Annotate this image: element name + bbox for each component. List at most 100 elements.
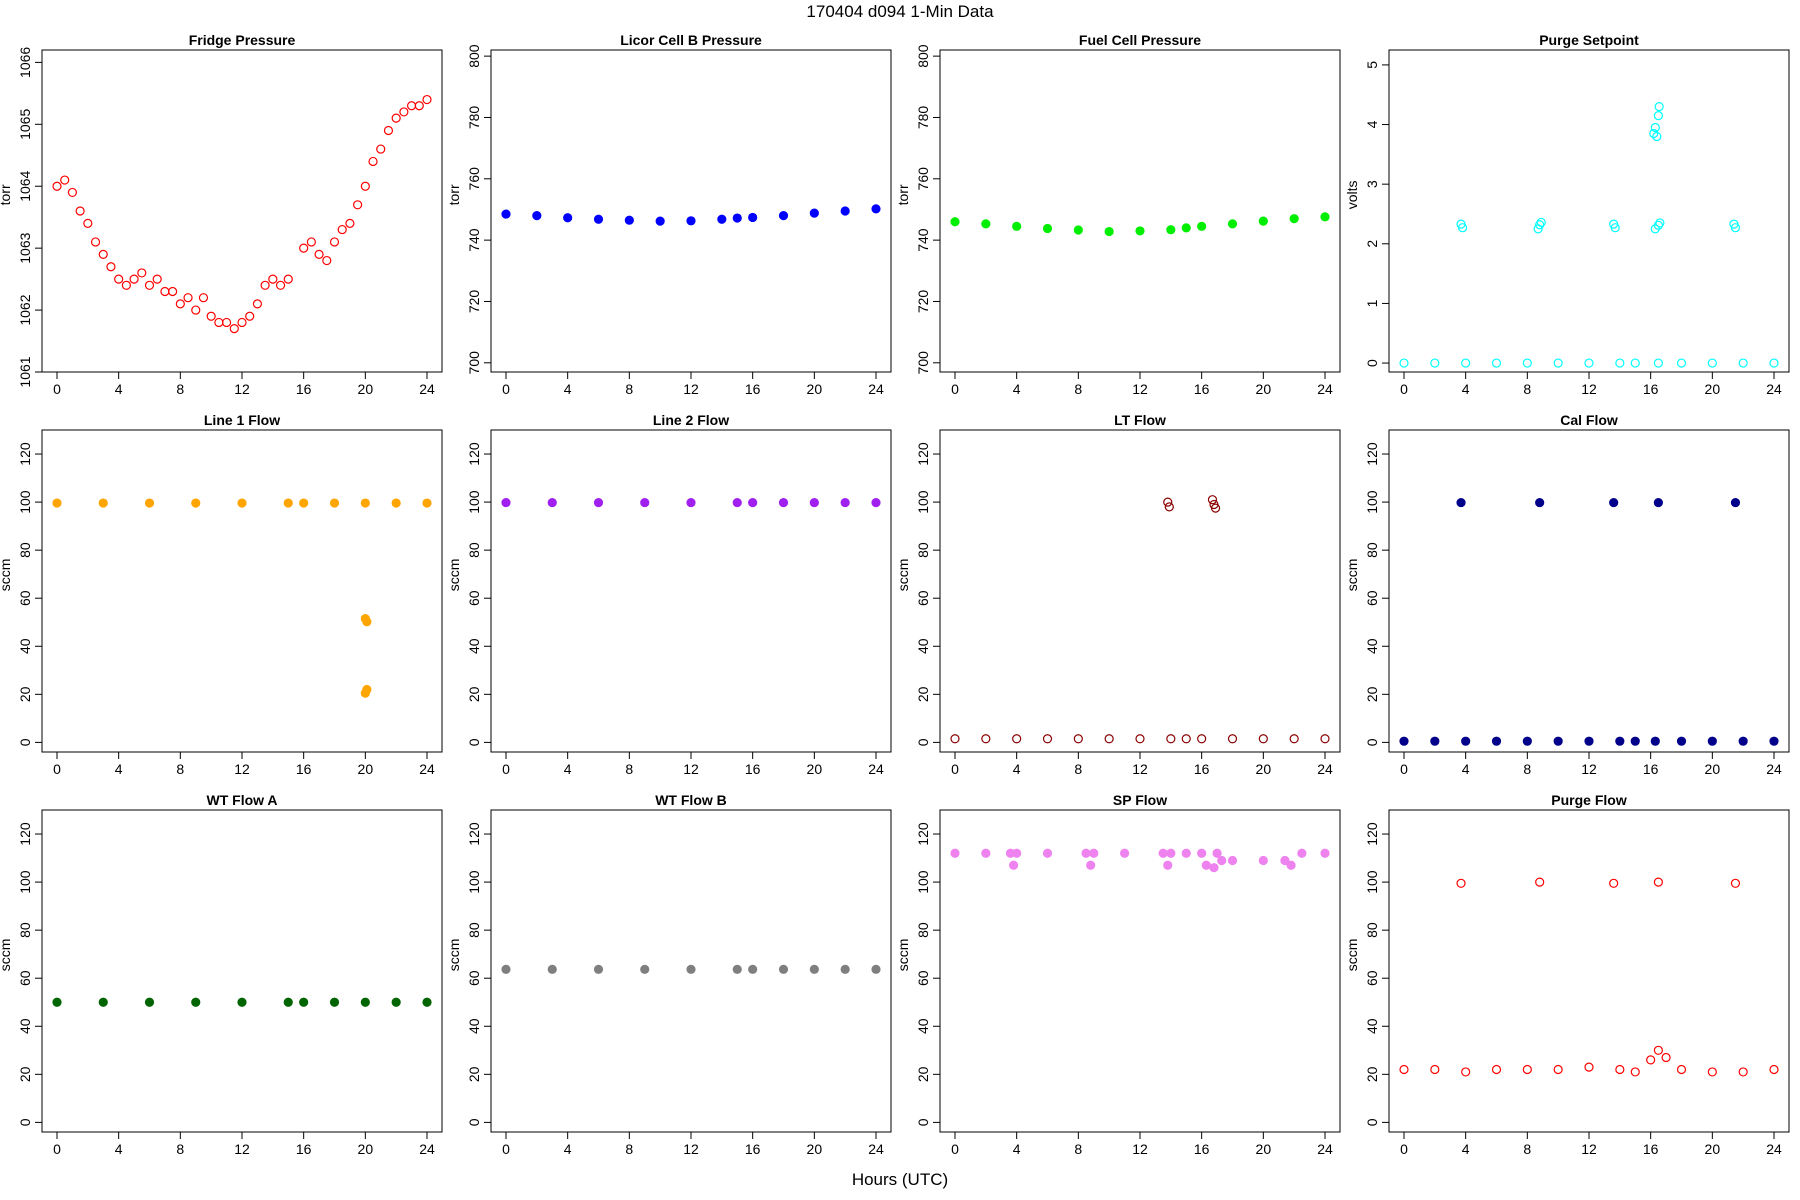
x-tick-label: 8 <box>1523 761 1531 777</box>
figure-x-axis-label: Hours (UTC) <box>851 1170 949 1189</box>
x-tick-label: 16 <box>1643 381 1659 397</box>
x-tick-label: 24 <box>868 1141 884 1157</box>
x-tick-label: 8 <box>1074 761 1082 777</box>
y-tick-label: 700 <box>915 351 931 375</box>
data-point <box>329 498 340 508</box>
data-point <box>1584 1062 1594 1072</box>
data-point <box>1738 1067 1748 1077</box>
x-tick-label: 12 <box>683 761 699 777</box>
plot-frame <box>1388 809 1790 1133</box>
data-point <box>1119 848 1130 858</box>
data-point <box>640 497 650 508</box>
data-point <box>52 498 62 508</box>
data-point <box>950 848 960 858</box>
chart-title: Purge Setpoint <box>1539 32 1639 48</box>
x-tick-label: 0 <box>1400 761 1408 777</box>
chart-panel-2: Fuel Cell Pressure 0 4 8 12 16 20 24 700 720 740 76… <box>895 32 1341 397</box>
plot-frame <box>41 49 443 373</box>
data-point <box>1630 1067 1640 1077</box>
y-tick-label: 760 <box>466 167 482 191</box>
x-tick-label: 12 <box>234 761 250 777</box>
data-point <box>809 964 819 974</box>
chart-title: Licor Cell B Pressure <box>620 32 762 48</box>
data-point <box>748 964 758 974</box>
x-tick-label: 4 <box>1462 381 1470 397</box>
data-point <box>1769 736 1779 746</box>
x-tick-label: 24 <box>419 1141 435 1157</box>
data-point <box>106 262 116 272</box>
data-point <box>114 274 124 284</box>
data-point <box>237 317 247 328</box>
data-point <box>1289 214 1299 224</box>
x-tick-label: 0 <box>53 381 61 397</box>
data-point <box>1320 212 1330 222</box>
x-tick-label: 12 <box>234 1141 250 1157</box>
data-point <box>345 218 355 228</box>
data-point <box>237 997 247 1007</box>
figure-title: 170404 d094 1-Min Data <box>806 2 994 21</box>
data-point <box>198 293 209 303</box>
data-points <box>1399 497 1779 746</box>
data-point <box>268 274 278 284</box>
x-tick-label: 0 <box>1400 381 1408 397</box>
x-tick-label: 24 <box>419 761 435 777</box>
x-tick-label: 8 <box>1074 381 1082 397</box>
data-point <box>1207 495 1218 505</box>
data-point <box>1676 736 1687 746</box>
data-point <box>1297 848 1307 858</box>
x-tick-label: 4 <box>115 761 123 777</box>
y-tick-label: 100 <box>915 870 931 894</box>
data-point <box>840 964 850 974</box>
x-tick-label: 20 <box>807 1141 823 1157</box>
data-point <box>778 211 789 221</box>
x-tick-label: 0 <box>951 761 959 777</box>
y-tick-label: 2 <box>1364 240 1380 248</box>
chart-title: Line 2 Flow <box>653 412 729 428</box>
data-point <box>501 497 511 508</box>
x-tick-label: 16 <box>1194 1141 1210 1157</box>
data-point <box>237 498 247 508</box>
x-tick-label: 20 <box>1705 1141 1721 1157</box>
y-tick-label: 780 <box>466 106 482 130</box>
plot-frame <box>939 49 1341 373</box>
y-tick-label: 120 <box>1364 442 1380 466</box>
x-tick-label: 16 <box>745 761 761 777</box>
y-tick-label: 780 <box>915 106 931 130</box>
data-point <box>283 997 293 1007</box>
data-point <box>1166 734 1176 744</box>
data-point <box>1609 878 1619 888</box>
plot-frame <box>1388 429 1790 753</box>
chart-title: WT Flow A <box>206 792 277 808</box>
x-tick-label: 12 <box>1132 1141 1148 1157</box>
data-point <box>1652 131 1662 142</box>
data-point <box>137 268 147 278</box>
y-tick-label: 20 <box>915 686 931 702</box>
data-point <box>640 964 650 974</box>
chart-title: Purge Flow <box>1551 792 1627 808</box>
data-point <box>809 208 819 218</box>
x-tick-label: 24 <box>868 761 884 777</box>
chart-panel-5: Line 2 Flow 0 4 8 12 16 20 24 0 20 40 60 80 100 120 scc… <box>446 412 892 777</box>
data-point <box>191 305 201 315</box>
data-point <box>252 299 263 309</box>
data-point <box>360 498 370 508</box>
y-tick-label: 40 <box>17 638 33 654</box>
chart-panel-6: LT Flow 0 4 8 12 16 20 24 0 20 40 60 80 100 120 sccm <box>895 412 1341 777</box>
data-point <box>1456 497 1466 508</box>
x-tick-label: 20 <box>807 381 823 397</box>
y-axis-label: torr <box>0 184 13 205</box>
x-tick-label: 16 <box>296 761 312 777</box>
chart-title: Line 1 Flow <box>204 412 280 428</box>
y-tick-label: 1065 <box>17 109 33 140</box>
x-tick-label: 4 <box>1462 1141 1470 1157</box>
x-tick-label: 12 <box>1132 381 1148 397</box>
data-point <box>1522 358 1532 368</box>
chart-panel-4: Line 1 Flow 0 4 8 12 16 20 24 0 20 40 60 80 100 120 scc… <box>0 412 443 777</box>
y-axis-label: sccm <box>0 939 13 972</box>
data-point <box>1012 848 1022 858</box>
data-point <box>1730 878 1741 888</box>
data-point <box>329 237 340 247</box>
x-tick-label: 8 <box>625 381 633 397</box>
data-point <box>299 243 309 253</box>
x-tick-label: 16 <box>1194 761 1210 777</box>
